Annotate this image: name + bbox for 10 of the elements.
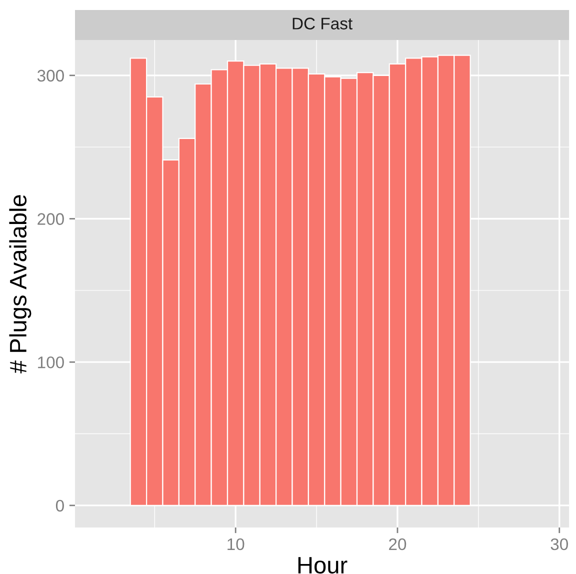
x-tick-label: 20 <box>389 538 406 550</box>
y-tick-label: 300 <box>37 70 64 82</box>
y-tick-label: 0 <box>56 500 64 512</box>
chart-title: DC Fast <box>292 18 352 30</box>
y-axis-title: # Plugs Available <box>9 195 32 374</box>
x-axis-title: Hour <box>298 557 348 574</box>
y-tick-label: 100 <box>38 356 64 368</box>
x-tick-label: 10 <box>228 538 244 550</box>
y-tick-label: 200 <box>38 213 64 225</box>
x-tick-label: 30 <box>550 538 568 550</box>
